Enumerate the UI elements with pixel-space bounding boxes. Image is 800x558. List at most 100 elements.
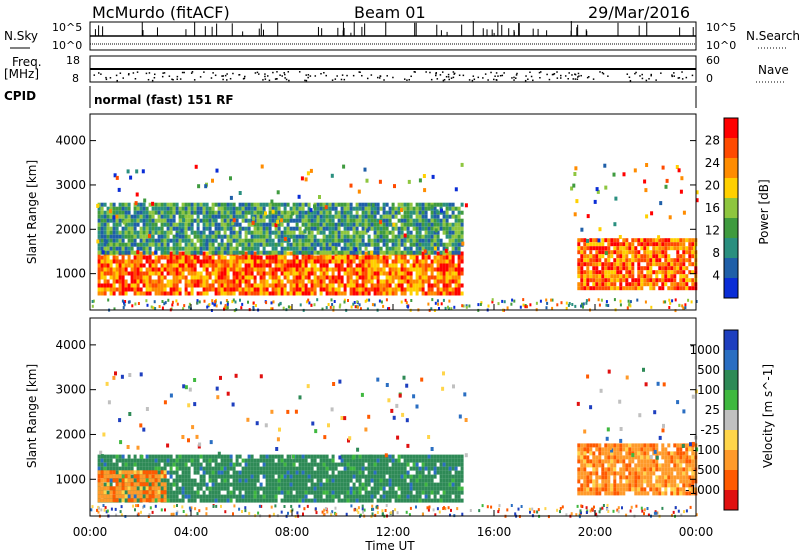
data-cell xyxy=(437,215,440,219)
data-cell xyxy=(416,467,419,471)
data-cell xyxy=(275,215,278,219)
data-cell xyxy=(389,268,392,272)
data-cell xyxy=(332,455,335,459)
data-cell xyxy=(263,239,266,243)
data-cell xyxy=(302,256,305,260)
data-cell xyxy=(227,487,230,491)
data-cell xyxy=(374,479,377,483)
data-cell xyxy=(434,467,437,471)
data-cell xyxy=(344,239,347,243)
data-cell xyxy=(371,211,374,215)
data-cell xyxy=(281,260,284,264)
data-cell xyxy=(320,292,323,296)
data-cell xyxy=(146,463,149,467)
data-cell xyxy=(416,268,419,272)
data-cell xyxy=(98,463,101,467)
data-cell xyxy=(245,272,248,276)
data-cell xyxy=(431,284,434,288)
data-cell xyxy=(137,272,140,276)
data-cell xyxy=(311,231,314,235)
data-cell xyxy=(266,471,269,475)
data-cell xyxy=(236,231,239,235)
data-cell xyxy=(404,256,407,260)
data-cell xyxy=(380,499,383,503)
data-cell xyxy=(212,475,215,479)
data-cell xyxy=(281,256,284,260)
data-cell xyxy=(377,235,380,239)
data-cell xyxy=(428,223,431,227)
data-cell xyxy=(446,211,449,215)
data-cell xyxy=(601,250,604,254)
data-cell xyxy=(212,288,215,292)
data-cell xyxy=(598,278,601,282)
data-cell xyxy=(634,238,637,242)
data-cell xyxy=(290,219,293,223)
data-cell xyxy=(425,483,428,487)
data-cell xyxy=(233,231,236,235)
data-cell xyxy=(392,247,395,251)
data-cell xyxy=(275,483,278,487)
data-cell xyxy=(320,487,323,491)
data-cell xyxy=(670,270,673,274)
data-cell xyxy=(242,487,245,491)
data-cell xyxy=(215,235,218,239)
data-cell xyxy=(236,455,239,459)
data-cell xyxy=(239,471,242,475)
data-cell xyxy=(206,203,209,207)
data-cell xyxy=(122,292,125,296)
patch-cell xyxy=(366,229,369,233)
data-cell xyxy=(416,479,419,483)
data-cell xyxy=(320,467,323,471)
data-cell xyxy=(613,250,616,254)
data-cell xyxy=(116,223,119,227)
data-cell xyxy=(398,247,401,251)
data-cell xyxy=(233,475,236,479)
data-cell xyxy=(344,211,347,215)
scatter-cell xyxy=(339,304,341,307)
data-cell xyxy=(413,455,416,459)
data-cell xyxy=(242,251,245,255)
data-cell xyxy=(203,288,206,292)
patch-cell xyxy=(614,197,617,201)
data-cell xyxy=(631,238,634,242)
data-cell xyxy=(221,239,224,243)
data-cell xyxy=(158,227,161,231)
data-cell xyxy=(233,467,236,471)
data-cell xyxy=(161,239,164,243)
data-cell xyxy=(275,227,278,231)
data-cell xyxy=(254,227,257,231)
data-cell xyxy=(422,292,425,296)
data-cell xyxy=(377,203,380,207)
data-cell xyxy=(386,288,389,292)
data-cell xyxy=(122,260,125,264)
data-cell xyxy=(209,243,212,247)
data-cell xyxy=(143,223,146,227)
data-cell xyxy=(347,264,350,268)
data-cell xyxy=(134,284,137,288)
scatter-cell xyxy=(188,306,190,309)
data-cell xyxy=(589,258,592,262)
scatter-cell xyxy=(675,298,677,301)
nave-dot xyxy=(646,80,648,82)
data-cell xyxy=(446,280,449,284)
data-cell xyxy=(299,479,302,483)
data-cell xyxy=(107,272,110,276)
data-cell xyxy=(323,487,326,491)
data-cell xyxy=(122,455,125,459)
scatter-cell xyxy=(682,307,684,310)
data-cell xyxy=(302,223,305,227)
data-cell xyxy=(679,262,682,266)
nave-dot xyxy=(511,77,513,79)
data-cell xyxy=(107,215,110,219)
data-cell xyxy=(239,211,242,215)
data-cell xyxy=(197,280,200,284)
data-cell xyxy=(185,491,188,495)
data-cell xyxy=(221,483,224,487)
data-cell xyxy=(398,268,401,272)
data-cell xyxy=(458,272,461,276)
data-cell xyxy=(592,242,595,246)
data-cell xyxy=(101,207,104,211)
data-cell xyxy=(625,278,628,282)
data-cell xyxy=(401,280,404,284)
patch-cell xyxy=(643,180,646,184)
